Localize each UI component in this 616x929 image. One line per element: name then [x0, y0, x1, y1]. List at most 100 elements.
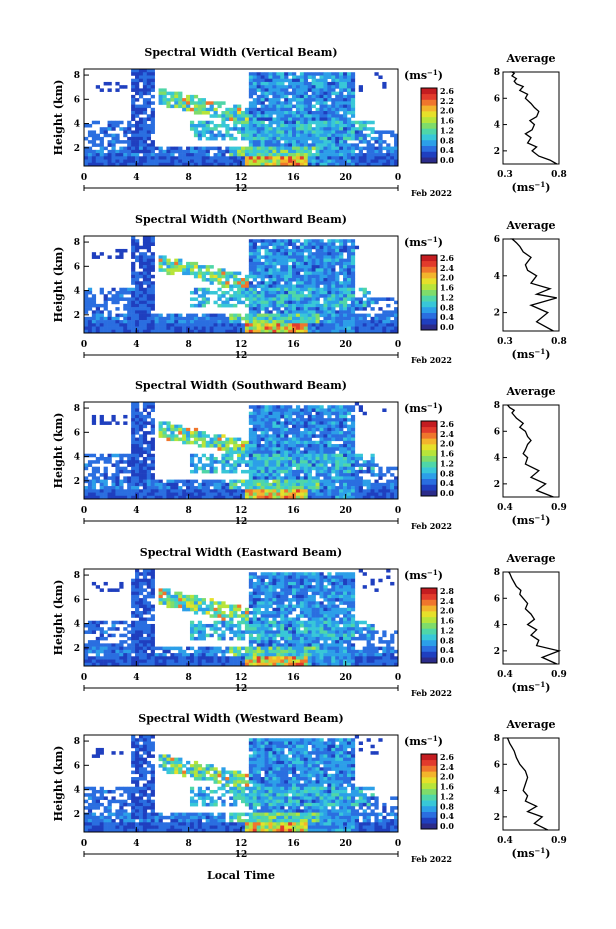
- heatmap-cell: [225, 123, 230, 128]
- heatmap-cell: [268, 85, 273, 89]
- heatmap-cell: [174, 604, 179, 609]
- heatmap-cell: [288, 326, 293, 331]
- heatmap-cell: [315, 323, 320, 327]
- heatmap-cell: [292, 274, 297, 279]
- heatmap-cell: [107, 456, 112, 461]
- heatmap-cell: [256, 133, 261, 138]
- heatmap-cell: [319, 290, 324, 295]
- heatmap-cell: [366, 127, 371, 131]
- heatmap-cell: [288, 323, 293, 327]
- heatmap-cell: [292, 290, 297, 295]
- heatmap-cell: [264, 98, 269, 102]
- heatmap-cell: [311, 313, 316, 318]
- heatmap-cell: [335, 104, 340, 109]
- heatmap-cell: [292, 492, 297, 497]
- heatmap-cell: [111, 123, 116, 128]
- heatmap-cell: [229, 117, 234, 122]
- heatmap-cell: [284, 104, 289, 109]
- heatmap-cell: [193, 440, 199, 445]
- heatmap-cell: [111, 653, 116, 657]
- heatmap-cell: [288, 252, 293, 256]
- heatmap-cell: [135, 278, 140, 282]
- heatmap-cell: [354, 162, 360, 167]
- heatmap-cell: [127, 120, 132, 125]
- heatmap-cell: [193, 604, 199, 609]
- heatmap-cell: [264, 434, 269, 438]
- heatmap-cell: [268, 427, 273, 432]
- heatmap-cell: [248, 252, 254, 256]
- heatmap-cell: [138, 418, 144, 422]
- heatmap-cell: [241, 294, 246, 298]
- heatmap-cell: [213, 492, 218, 497]
- heatmap-cell: [311, 91, 316, 96]
- heatmap-cell: [252, 265, 257, 269]
- heatmap-cell: [307, 130, 312, 134]
- heatmap-cell: [119, 653, 124, 657]
- heatmap-cell: [323, 75, 328, 79]
- heatmap-cell: [335, 405, 340, 409]
- heatmap-cell: [91, 120, 97, 125]
- heatmap-cell: [350, 143, 356, 147]
- heatmap-cell: [358, 130, 363, 134]
- heatmap-cell: [119, 581, 124, 586]
- heatmap-cell: [91, 640, 97, 644]
- heatmap-cell: [150, 320, 155, 324]
- heatmap-cell: [292, 482, 297, 487]
- heatmap-cell: [303, 476, 309, 480]
- heatmap-cell: [154, 495, 159, 500]
- heatmap-cell: [272, 427, 277, 432]
- heatmap-cell: [237, 146, 242, 151]
- heatmap-cell: [335, 427, 340, 432]
- heatmap-cell: [303, 120, 309, 125]
- heatmap-cell: [307, 421, 312, 425]
- heatmap-cell: [225, 495, 230, 500]
- heatmap-cell: [295, 473, 301, 477]
- heatmap-cell: [327, 111, 332, 115]
- colorbar-tick-label: 2.2: [440, 96, 454, 106]
- date-label: Feb 2022: [411, 188, 452, 198]
- heatmap-cell: [162, 421, 167, 425]
- heatmap-cell: [394, 159, 399, 164]
- heatmap-cell: [299, 414, 305, 419]
- heatmap-cell: [350, 431, 356, 435]
- heatmap-cell: [201, 111, 206, 115]
- heatmap-cell: [162, 489, 167, 493]
- heatmap-cell: [276, 411, 281, 416]
- heatmap-cell: [382, 85, 387, 89]
- heatmap-cell: [248, 258, 254, 263]
- heatmap-cell: [350, 434, 356, 438]
- heatmap-cell: [374, 473, 379, 477]
- heatmap-cell: [186, 486, 191, 490]
- heatmap-cell: [158, 101, 163, 105]
- heatmap-cell: [292, 323, 297, 327]
- heatmap-cell: [154, 156, 159, 160]
- heatmap-cell: [327, 329, 332, 334]
- heatmap-cell: [99, 146, 104, 151]
- heatmap-cell: [119, 659, 124, 664]
- heatmap-cell: [135, 287, 140, 292]
- heatmap-cell: [178, 591, 183, 596]
- heatmap-cell: [146, 297, 152, 301]
- heatmap-cell: [123, 653, 128, 657]
- heatmap-cell: [295, 159, 301, 164]
- heatmap-cell: [131, 604, 136, 609]
- heatmap-cell: [178, 156, 183, 160]
- heatmap-cell: [213, 274, 218, 279]
- heatmap-cell: [131, 85, 136, 89]
- heatmap-cell: [350, 78, 356, 83]
- heatmap-cell: [358, 149, 363, 154]
- heatmap-cell: [107, 316, 112, 321]
- heatmap-cell: [299, 495, 305, 500]
- heatmap-cell: [166, 323, 171, 327]
- colorbar-tick-label: 2.0: [440, 273, 454, 283]
- heatmap-cell: [166, 104, 171, 109]
- heatmap-cell: [268, 130, 273, 134]
- heatmap-cell: [343, 323, 348, 327]
- heatmap-cell: [146, 146, 152, 151]
- heatmap-cell: [311, 424, 316, 429]
- heatmap-cell: [394, 486, 399, 490]
- heatmap-cell: [350, 265, 356, 269]
- heatmap-cell: [99, 287, 104, 292]
- heatmap-cell: [331, 300, 336, 305]
- heatmap-cell: [284, 316, 289, 321]
